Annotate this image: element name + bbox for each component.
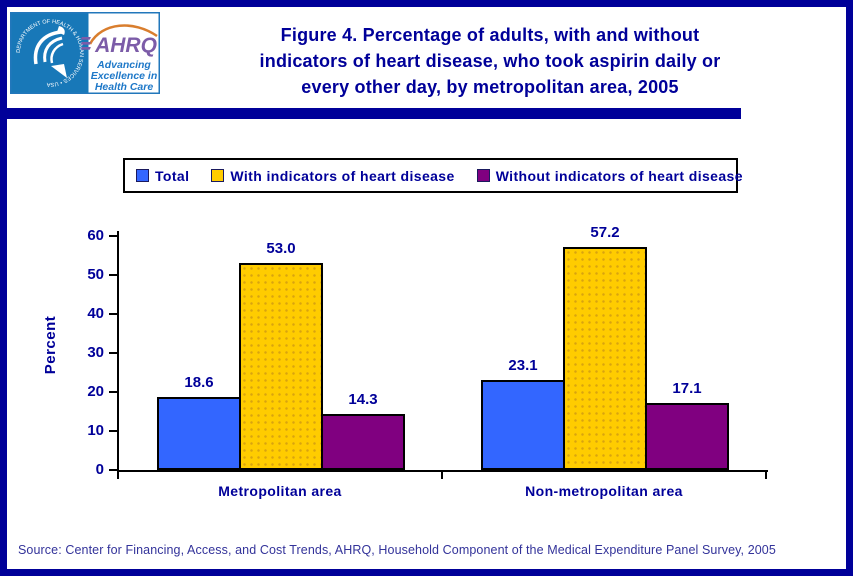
x-axis-line: [117, 470, 768, 472]
bar-metropolitan-area-total: [157, 397, 241, 470]
hhs-logo-background: [11, 13, 89, 93]
legend-swatch: [476, 169, 490, 182]
y-axis-tick-label: 50: [87, 266, 104, 283]
x-axis-tick: [117, 472, 119, 479]
ahrq-tagline-line3: Health Care: [95, 81, 154, 93]
bar-value-label: 17.1: [672, 380, 702, 398]
y-axis-tick-label: 0: [95, 461, 104, 478]
figure-title-line1: Figure 4. Percentage of adults, with and…: [280, 25, 700, 45]
figure-title-line2: indicators of heart disease, who took as…: [259, 51, 721, 71]
figure-title-line3: every other day, by metropolitan area, 2…: [301, 77, 679, 97]
legend-item: Without indicators of heart disease: [476, 167, 743, 184]
legend-label: Total: [155, 167, 190, 184]
y-axis-tick: [109, 430, 117, 432]
y-axis-tick: [109, 274, 117, 276]
bar-value-label: 23.1: [508, 356, 538, 374]
chart-legend: Total With indicators of heart disease Wit…: [123, 158, 743, 193]
legend-item: Total: [136, 168, 189, 184]
ahrq-arc-swoosh: [88, 24, 158, 45]
y-axis-tick-label: 60: [87, 227, 104, 244]
legend-label: With indicators of heart disease: [230, 167, 455, 184]
ahrq-tagline-line1: Advancing: [96, 59, 151, 71]
y-axis-tick: [109, 235, 117, 237]
y-axis-tick: [109, 469, 117, 471]
hhs-eagle-icon: [33, 26, 67, 78]
figure-title: Figure 4. Percentage of adults, with and…: [185, 22, 795, 100]
y-axis-tick: [109, 313, 117, 315]
y-axis-title: Percent: [42, 315, 59, 375]
bar-value-label: 53.0: [266, 240, 296, 258]
header-divider-bar: [7, 108, 741, 119]
x-category-label: Metropolitan area: [218, 483, 342, 499]
agency-logo: DEPARTMENT OF HEALTH & HUMAN SERVICES • …: [10, 12, 160, 94]
hhs-ahrq-logo-graphic: DEPARTMENT OF HEALTH & HUMAN SERVICES • …: [10, 12, 160, 94]
legend-swatch: [211, 169, 225, 182]
y-axis-tick-label: 40: [87, 305, 104, 322]
bar-value-label: 14.3: [348, 391, 378, 409]
bar-value-label: 57.2: [590, 223, 620, 241]
legend-item: With indicators of heart disease: [211, 168, 454, 184]
y-axis-line: [117, 231, 119, 472]
bar-metropolitan-area-with-indicators-of-heart-disease: [239, 263, 323, 470]
x-axis-tick: [441, 472, 443, 479]
y-axis-tick-label: 30: [87, 344, 104, 361]
y-axis-tick-label: 20: [87, 383, 104, 400]
y-axis-tick-label: 10: [87, 422, 104, 439]
x-category-label: Non-metropolitan area: [525, 483, 683, 499]
bar-non-metropolitan-area-total: [481, 379, 565, 470]
ahrq-acronym-text: AHRQ: [94, 34, 157, 57]
y-axis-tick: [109, 352, 117, 354]
bar-non-metropolitan-area-with-indicators-of-heart-disease: [563, 246, 647, 470]
legend-swatch: [136, 169, 149, 182]
bar-non-metropolitan-area-without-indicators-of-heart-disease: [645, 403, 729, 470]
source-note: Source: Center for Financing, Access, an…: [18, 543, 776, 557]
ahrq-speed-lines: [80, 37, 91, 50]
y-axis-tick: [109, 391, 117, 393]
x-axis-tick: [765, 472, 767, 479]
legend-label: Without indicators of heart disease: [495, 167, 743, 184]
bar-value-label: 18.6: [184, 374, 214, 392]
ahrq-tagline-line2: Excellence in: [91, 70, 158, 82]
bar-metropolitan-area-without-indicators-of-heart-disease: [321, 414, 405, 470]
